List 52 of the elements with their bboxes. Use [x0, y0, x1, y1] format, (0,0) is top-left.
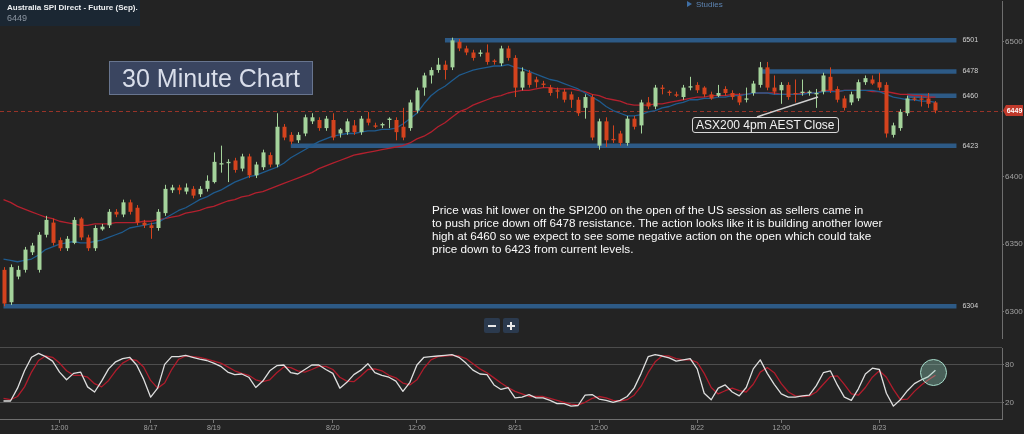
candlestick: [828, 66, 833, 94]
candlestick: [107, 208, 112, 229]
candlestick: [135, 204, 140, 226]
y-tick-label: 6400: [1005, 171, 1024, 181]
candlestick: [44, 215, 49, 238]
candlestick: [401, 107, 406, 141]
chart-title: Australia SPI Direct - Future (Sep).: [7, 3, 139, 13]
candlestick: [898, 108, 903, 132]
candlestick: [765, 61, 770, 91]
candlestick: [639, 99, 644, 134]
candlestick: [653, 84, 658, 110]
y-tick-label: 6300: [1005, 306, 1024, 316]
callout-box: ASX200 4pm AEST Close: [692, 117, 839, 133]
candlestick: [499, 45, 504, 67]
candlestick: [79, 216, 84, 241]
candlestick: [856, 79, 861, 102]
annotation: 30 Minute Chart: [122, 64, 300, 92]
candlestick: [758, 61, 763, 89]
candlestick: [821, 72, 826, 95]
candlestick: [583, 93, 588, 120]
candlestick: [359, 115, 364, 136]
candlestick: [219, 145, 224, 174]
y-tick-label: 6500: [1005, 36, 1024, 46]
candlestick: [905, 95, 910, 117]
candlestick: [520, 66, 525, 91]
y-tick-label: 80: [1005, 359, 1015, 369]
candlestick: [576, 96, 581, 117]
candlestick: [772, 74, 777, 95]
candlestick: [51, 218, 56, 247]
candlestick: [93, 224, 98, 252]
label-box: 30 Minute Chart: [109, 61, 313, 95]
y-tick-label: 20: [1005, 398, 1015, 408]
annotation: ASX200 4pm AEST Close: [696, 118, 835, 132]
candlestick: [303, 114, 308, 137]
candlestick: [247, 153, 252, 179]
candlestick: [485, 43, 490, 66]
annotation: Studies: [696, 0, 723, 9]
candlestick: [156, 208, 161, 232]
candlestick: [422, 72, 427, 97]
candlestick: [415, 87, 420, 114]
y-tick-label: 6350: [1005, 239, 1024, 249]
candlestick: [394, 116, 399, 141]
candlestick: [72, 216, 77, 245]
candlestick: [443, 60, 448, 80]
candlestick: [779, 81, 784, 105]
candlestick: [212, 151, 217, 184]
annotation: Price was hit lower on the SPI200 on the open of the US session as sellers came in to push price down off 6478 resistance. The action looks like it is building another lower high at 6460 so we expect to see some negative action on the open which could take price down to 6423 from current levels.: [432, 203, 884, 255]
candlestick: [604, 116, 609, 148]
title-panel: Australia SPI Direct - Future (Sep). 6449: [0, 0, 140, 26]
candlestick: [331, 112, 336, 141]
candlestick: [261, 149, 266, 171]
candlestick: [23, 246, 28, 274]
